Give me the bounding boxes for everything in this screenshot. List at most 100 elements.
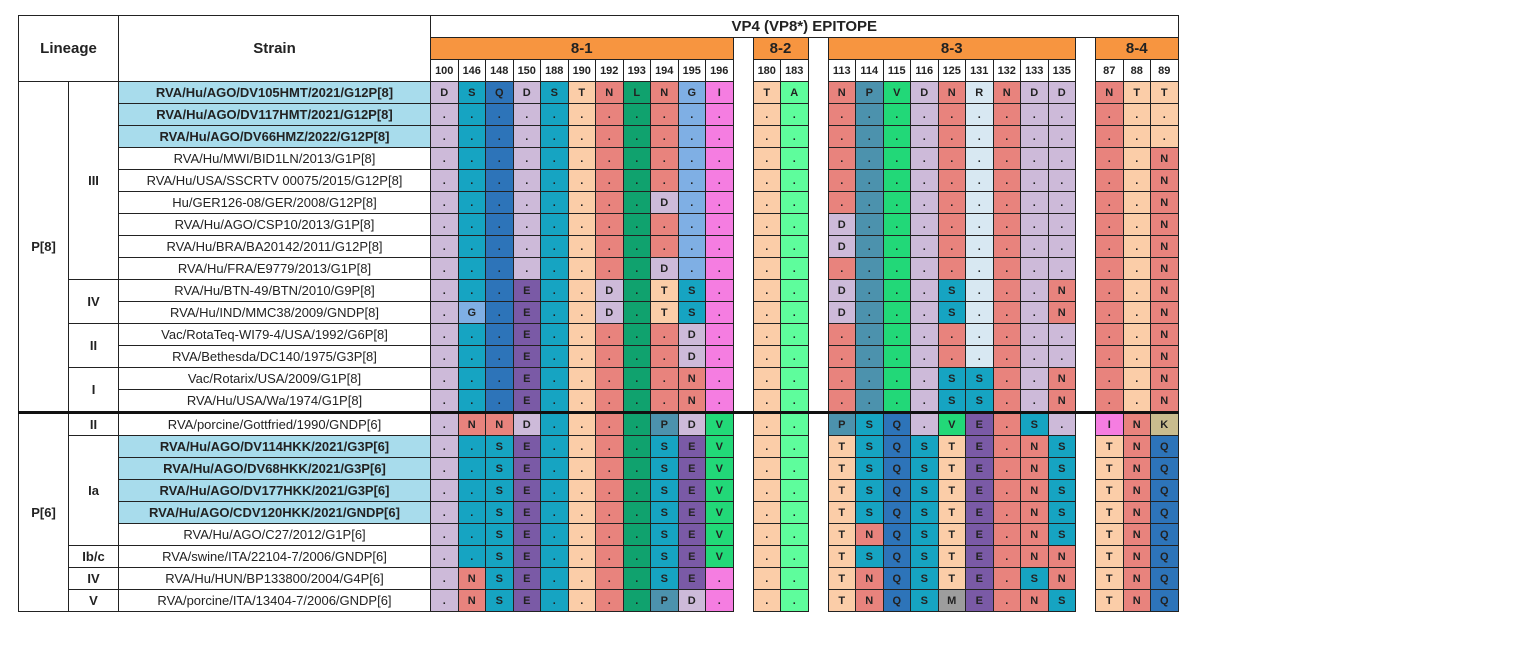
residue-cell: E	[512, 523, 541, 546]
residue-cell: .	[622, 279, 651, 302]
table-row: V RVA/porcine/ITA/13404-7/2006/GNDP[6]. N S…	[19, 589, 1179, 612]
residue-cell: .	[780, 411, 809, 436]
residue-cell: V	[705, 523, 734, 546]
residue-cell: .	[567, 367, 596, 390]
residue-cell: .	[457, 213, 486, 236]
residue-cell: .	[705, 279, 734, 302]
residue-cell: .	[1122, 257, 1151, 280]
residue-cell: T	[937, 545, 966, 568]
residue-cell: .	[992, 169, 1021, 192]
residue-cell: .	[567, 523, 596, 546]
residue-cell: .	[1020, 301, 1049, 324]
residue-cell: .	[705, 367, 734, 390]
residue-cell: N	[650, 81, 679, 104]
residue-cell: N	[1150, 147, 1179, 170]
residue-cell: .	[595, 523, 624, 546]
residue-cell: .	[1047, 125, 1076, 148]
residue-cell: .	[512, 235, 541, 258]
strain-name: Vac/RotaTeq-WI79-4/USA/1992/G6P[8]	[118, 323, 431, 346]
table-row: RVA/Hu/AGO/DV68HKK/2021/G3P[6].. S E.... S E…	[19, 457, 1179, 480]
lineage-label: IV	[68, 567, 119, 590]
residue-cell: .	[1122, 301, 1151, 324]
residue-cell: .	[1020, 235, 1049, 258]
residue-cell: N	[1020, 501, 1049, 524]
section-gap	[1075, 59, 1096, 82]
residue-cell: E	[965, 411, 994, 436]
residue-cell: .	[882, 125, 911, 148]
section-gap	[807, 59, 829, 82]
residue-cell: .	[882, 279, 911, 302]
residue-cell: .	[752, 545, 781, 568]
section-gap	[807, 545, 829, 568]
residue-cell: Q	[882, 589, 911, 612]
section-gap	[1075, 457, 1096, 480]
residue-cell: .	[1020, 279, 1049, 302]
residue-cell: .	[752, 501, 781, 524]
residue-cell: .	[937, 213, 966, 236]
residue-cell: .	[780, 501, 809, 524]
residue-cell: .	[780, 147, 809, 170]
strain-name: RVA/Hu/AGO/DV117HMT/2021/G12P[8]	[118, 103, 431, 126]
residue-cell: T	[937, 479, 966, 502]
residue-cell: .	[882, 213, 911, 236]
section-gap	[807, 523, 829, 546]
residue-cell: .	[827, 257, 856, 280]
residue-cell: .	[595, 501, 624, 524]
residue-cell: .	[430, 479, 459, 502]
section-gap	[807, 323, 829, 346]
residue-cell: .	[827, 367, 856, 390]
section-gap	[732, 257, 754, 280]
residue-cell: .	[705, 257, 734, 280]
residue-cell: .	[705, 567, 734, 590]
residue-cell: .	[965, 191, 994, 214]
table-row: P[6] II RVA/porcine/Gottfried/1990/GNDP[6]…	[18, 411, 1179, 612]
residue-cell: .	[1047, 169, 1076, 192]
residue-cell: N	[1150, 301, 1179, 324]
residue-cell: .	[622, 257, 651, 280]
residue-cell: N	[855, 523, 884, 546]
residue-cell: .	[992, 523, 1021, 546]
residue-cell: E	[512, 589, 541, 612]
residue-cell: .	[1020, 103, 1049, 126]
residue-cell: E	[512, 367, 541, 390]
position-132: 132	[992, 59, 1021, 82]
residue-cell: D	[910, 81, 939, 104]
strain-name: RVA/Hu/AGO/DV68HKK/2021/G3P[6]	[118, 457, 431, 480]
epitope-table-container: Lineage Strain VP4 (VP8*) EPITOPE 8-1 8-2 8-3…	[18, 15, 1179, 612]
table-row: I Vac/Rotarix/USA/2009/G1P[8]... E..... N..…	[19, 367, 1179, 413]
position-196: 196	[705, 59, 734, 82]
residue-cell: .	[595, 479, 624, 502]
residue-cell: .	[677, 191, 706, 214]
section-gap	[1075, 81, 1096, 104]
residue-cell: E	[965, 589, 994, 612]
residue-cell: .	[992, 479, 1021, 502]
residue-cell: .	[595, 435, 624, 458]
residue-cell: N	[1122, 545, 1151, 568]
residue-cell: N	[1150, 279, 1179, 302]
residue-cell: S	[910, 545, 939, 568]
residue-cell: .	[992, 589, 1021, 612]
residue-cell: .	[457, 235, 486, 258]
residue-cell: .	[457, 191, 486, 214]
section-gap	[732, 479, 754, 502]
residue-cell: .	[752, 279, 781, 302]
section-gap	[732, 279, 754, 302]
residue-cell: N	[1047, 567, 1076, 590]
residue-cell: .	[910, 147, 939, 170]
position-188: 188	[540, 59, 569, 82]
section-gap	[732, 213, 754, 236]
residue-cell: E	[512, 479, 541, 502]
section-gap	[1075, 125, 1096, 148]
table-row: Ia RVA/Hu/AGO/DV114HKK/2021/G3P[6].. S E...…	[19, 435, 1179, 546]
residue-cell: .	[910, 103, 939, 126]
residue-cell: V	[705, 457, 734, 480]
residue-cell: D	[1020, 81, 1049, 104]
residue-cell: .	[705, 389, 734, 413]
residue-cell: Q	[882, 479, 911, 502]
residue-cell: .	[567, 235, 596, 258]
strain-name: RVA/Hu/MWI/BID1LN/2013/G1P[8]	[118, 147, 431, 170]
residue-cell: .	[752, 567, 781, 590]
residue-cell: .	[1122, 279, 1151, 302]
table-row: RVA/Hu/AGO/CDV120HKK/2021/GNDP[6].. S E...…	[19, 501, 1179, 524]
position-87: 87	[1095, 59, 1124, 82]
